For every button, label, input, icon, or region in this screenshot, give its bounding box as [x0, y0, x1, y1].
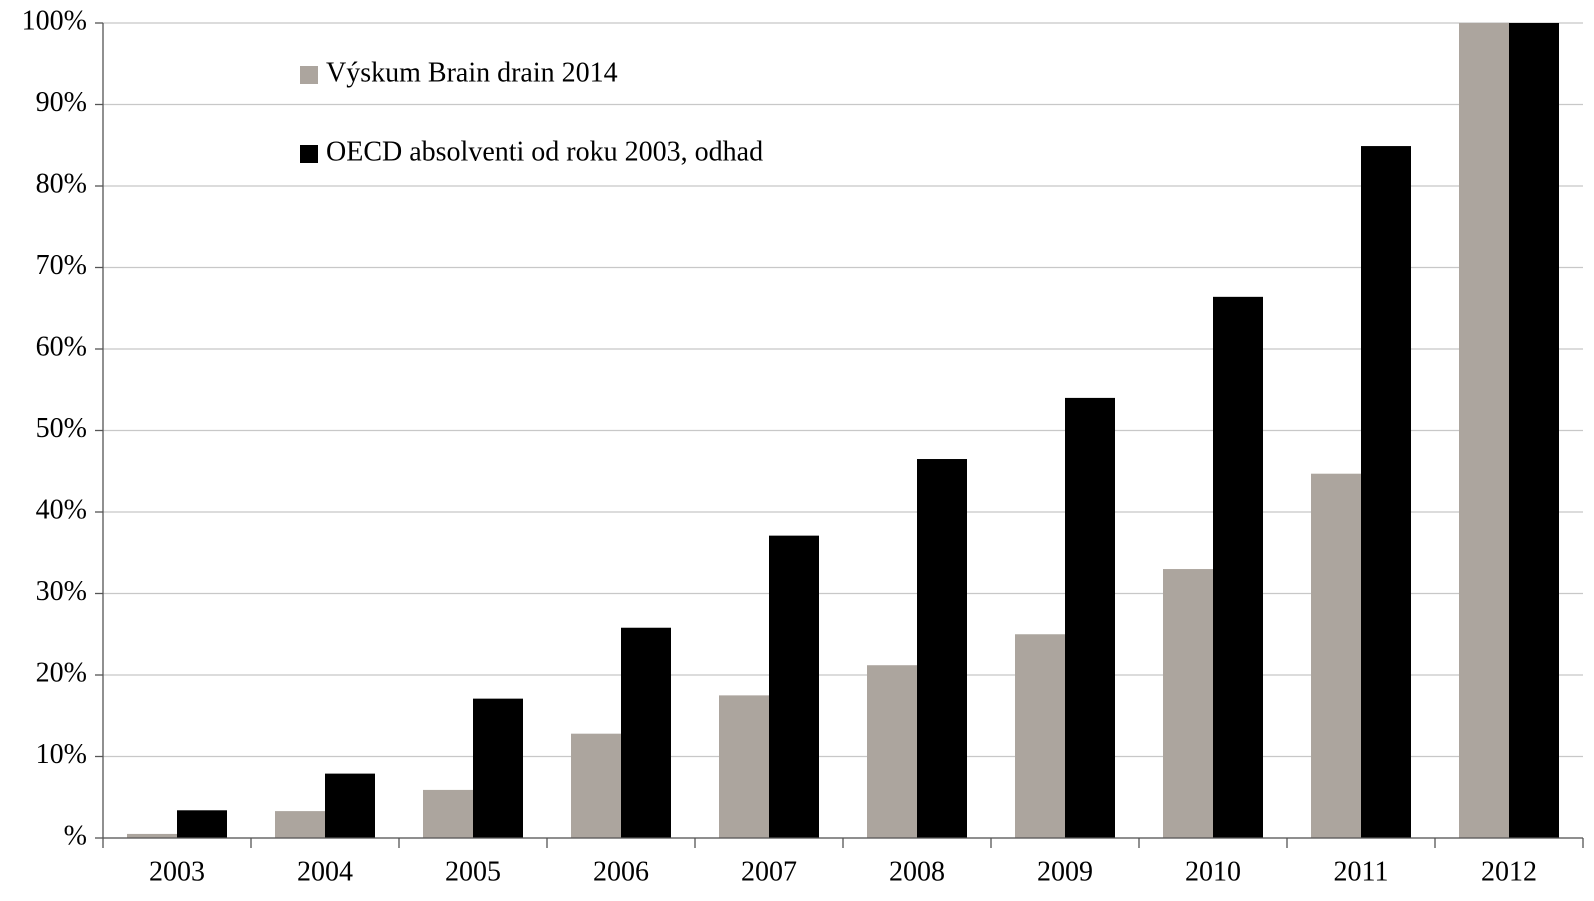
y-tick-label: 10% — [36, 739, 87, 770]
bar — [1163, 569, 1213, 838]
y-tick-label: 90% — [36, 87, 87, 118]
bar — [1311, 473, 1361, 838]
y-tick-label: 60% — [36, 331, 87, 362]
legend-swatch — [300, 145, 318, 163]
bar — [867, 665, 917, 838]
bar — [719, 695, 769, 838]
y-tick-label: 100% — [22, 5, 87, 36]
bar — [917, 459, 967, 838]
x-tick-label: 2009 — [1037, 856, 1093, 887]
x-tick-label: 2008 — [889, 856, 945, 887]
legend-swatch — [300, 66, 318, 84]
bar — [1459, 23, 1509, 838]
x-tick-label: 2003 — [149, 856, 205, 887]
x-tick-label: 2004 — [297, 856, 353, 887]
x-tick-label: 2005 — [445, 856, 501, 887]
bar — [1015, 634, 1065, 838]
x-tick-label: 2010 — [1185, 856, 1241, 887]
y-tick-label: 70% — [36, 250, 87, 281]
x-tick-label: 2012 — [1481, 856, 1537, 887]
bar — [571, 733, 621, 838]
x-tick-label: 2011 — [1334, 856, 1389, 887]
bar — [325, 773, 375, 838]
x-tick-label: 2007 — [741, 856, 797, 887]
bar — [769, 535, 819, 838]
bar — [1361, 146, 1411, 838]
y-tick-label: % — [64, 820, 87, 851]
y-tick-label: 20% — [36, 657, 87, 688]
bar — [1065, 397, 1115, 838]
bar — [127, 833, 177, 838]
bar — [1213, 296, 1263, 839]
y-tick-label: 30% — [36, 576, 87, 607]
y-tick-label: 40% — [36, 494, 87, 525]
y-tick-label: 50% — [36, 413, 87, 444]
bar — [621, 627, 671, 838]
bar — [177, 810, 227, 838]
legend-label: OECD absolventi od roku 2003, odhad — [326, 136, 763, 167]
x-tick-label: 2006 — [593, 856, 649, 887]
bar — [275, 811, 325, 838]
legend-label: Výskum Brain drain 2014 — [326, 57, 618, 88]
bar — [1509, 23, 1559, 838]
bar — [423, 789, 473, 838]
bar — [473, 698, 523, 838]
y-tick-label: 80% — [36, 168, 87, 199]
